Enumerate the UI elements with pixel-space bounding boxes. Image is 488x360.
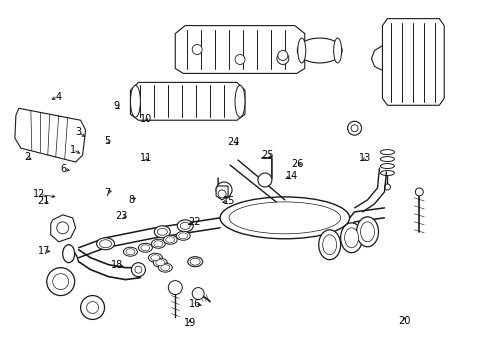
Text: 17: 17	[38, 246, 50, 256]
Ellipse shape	[179, 233, 187, 239]
Ellipse shape	[165, 237, 174, 243]
Text: 18: 18	[110, 260, 123, 270]
Text: 14: 14	[285, 171, 298, 181]
Text: 19: 19	[183, 319, 196, 328]
Ellipse shape	[297, 38, 342, 63]
Ellipse shape	[123, 247, 137, 256]
Ellipse shape	[190, 258, 200, 265]
Ellipse shape	[177, 220, 193, 232]
Ellipse shape	[153, 258, 167, 267]
Text: 16: 16	[188, 299, 201, 309]
Ellipse shape	[318, 230, 340, 260]
Text: 8: 8	[128, 195, 134, 205]
Ellipse shape	[141, 245, 149, 251]
Ellipse shape	[356, 217, 378, 247]
Circle shape	[384, 184, 389, 190]
Ellipse shape	[380, 150, 394, 154]
Ellipse shape	[220, 197, 349, 239]
Ellipse shape	[322, 235, 336, 255]
Circle shape	[414, 188, 423, 196]
Circle shape	[192, 288, 203, 300]
Text: 22: 22	[188, 217, 201, 227]
Text: 11: 11	[140, 153, 152, 163]
Text: 3: 3	[75, 127, 81, 136]
Text: 24: 24	[227, 138, 240, 147]
Text: 15: 15	[222, 196, 235, 206]
Ellipse shape	[96, 238, 114, 250]
Ellipse shape	[62, 245, 75, 263]
Ellipse shape	[297, 38, 305, 63]
Circle shape	[350, 125, 357, 132]
Text: 9: 9	[114, 102, 120, 112]
Text: 2: 2	[24, 152, 30, 162]
Text: 23: 23	[115, 211, 128, 221]
Ellipse shape	[340, 223, 362, 253]
Circle shape	[258, 173, 271, 187]
Ellipse shape	[126, 249, 135, 255]
Ellipse shape	[333, 38, 341, 63]
Circle shape	[47, 268, 75, 296]
Circle shape	[168, 280, 182, 294]
Polygon shape	[382, 19, 443, 105]
Circle shape	[86, 302, 99, 314]
Ellipse shape	[158, 263, 172, 272]
Ellipse shape	[163, 235, 177, 244]
Text: 25: 25	[261, 150, 274, 160]
Circle shape	[347, 121, 361, 135]
Ellipse shape	[130, 85, 140, 117]
Polygon shape	[15, 108, 85, 162]
Ellipse shape	[235, 85, 244, 117]
Circle shape	[218, 190, 225, 198]
Ellipse shape	[176, 231, 190, 240]
Circle shape	[81, 296, 104, 319]
Ellipse shape	[151, 239, 165, 248]
Ellipse shape	[380, 157, 394, 162]
Text: 4: 4	[55, 92, 61, 102]
Text: 7: 7	[104, 188, 110, 198]
Polygon shape	[175, 26, 304, 73]
Ellipse shape	[161, 265, 169, 271]
Ellipse shape	[138, 243, 152, 252]
Polygon shape	[51, 215, 76, 242]
Text: 12: 12	[33, 189, 45, 199]
Ellipse shape	[344, 228, 358, 248]
Text: 26: 26	[290, 159, 303, 169]
Text: 10: 10	[140, 114, 152, 124]
Ellipse shape	[148, 253, 162, 262]
Ellipse shape	[154, 241, 163, 247]
Circle shape	[53, 274, 68, 289]
Ellipse shape	[100, 240, 111, 248]
Circle shape	[235, 54, 244, 64]
Ellipse shape	[156, 260, 164, 266]
Ellipse shape	[151, 255, 160, 261]
Circle shape	[192, 45, 202, 54]
Text: 20: 20	[397, 316, 409, 325]
Ellipse shape	[154, 226, 170, 238]
Circle shape	[277, 50, 287, 60]
Ellipse shape	[157, 228, 167, 235]
Text: 13: 13	[359, 153, 371, 163]
Text: 1: 1	[70, 144, 76, 154]
Polygon shape	[130, 82, 244, 120]
Ellipse shape	[360, 222, 374, 242]
Ellipse shape	[380, 163, 394, 168]
Text: 21: 21	[38, 196, 50, 206]
Circle shape	[216, 182, 232, 198]
Ellipse shape	[187, 257, 202, 267]
Text: 6: 6	[60, 164, 66, 174]
Ellipse shape	[228, 202, 340, 234]
Circle shape	[276, 53, 288, 64]
Circle shape	[135, 266, 142, 273]
Circle shape	[57, 222, 68, 234]
Text: 5: 5	[104, 136, 110, 145]
Ellipse shape	[380, 171, 394, 176]
Circle shape	[131, 263, 145, 276]
Polygon shape	[216, 186, 227, 200]
Ellipse shape	[180, 222, 190, 229]
